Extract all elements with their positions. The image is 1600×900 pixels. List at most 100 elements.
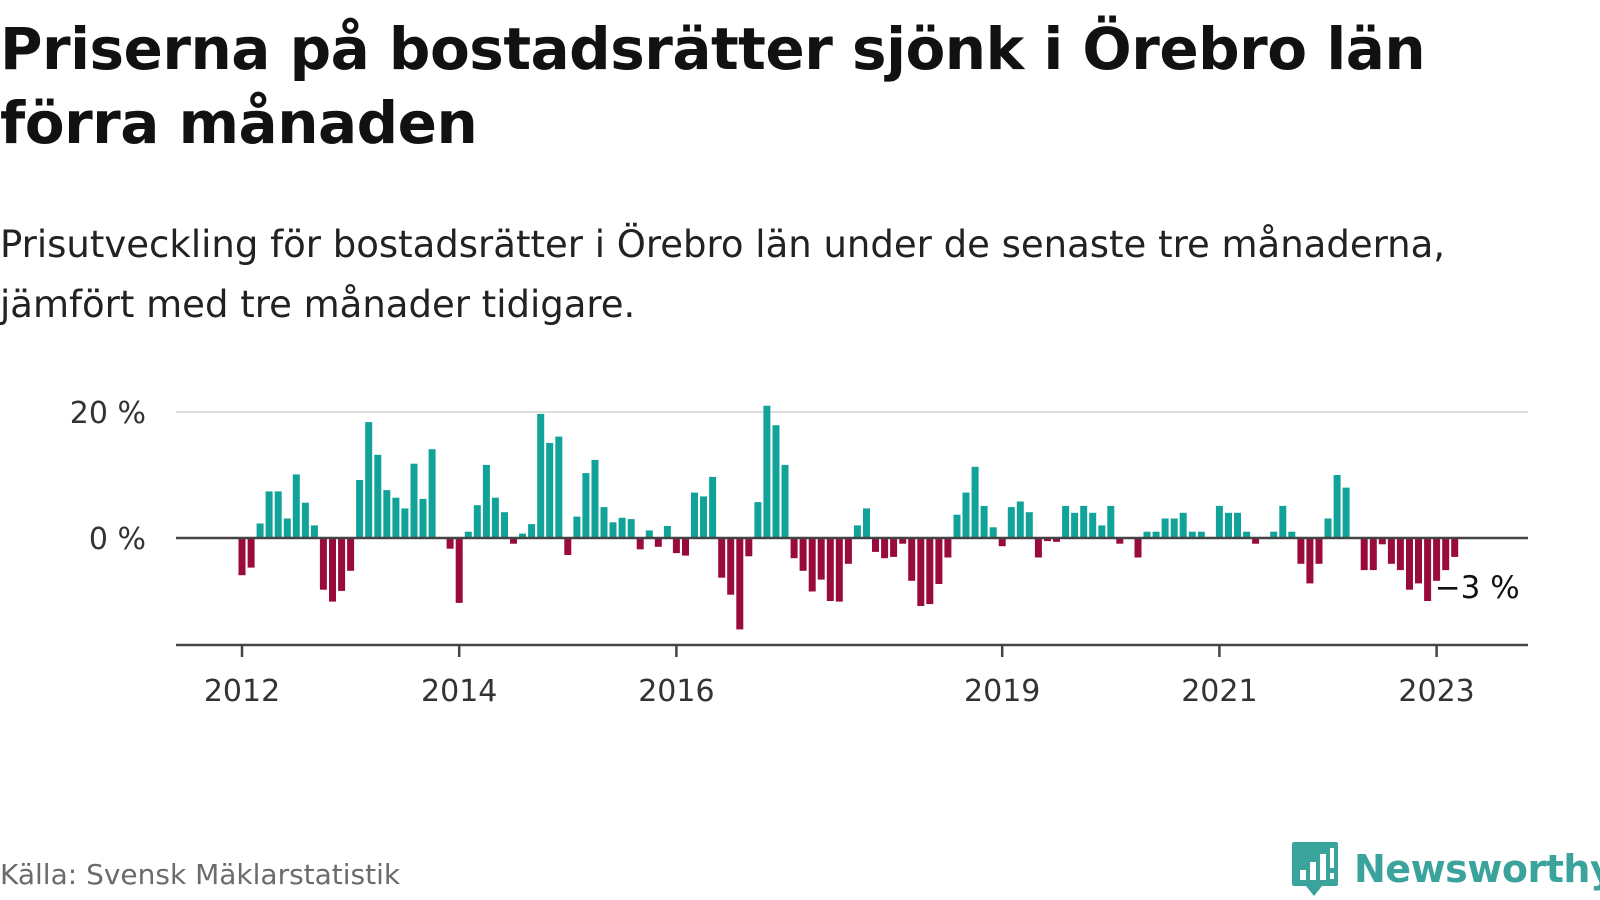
bar xyxy=(247,538,255,568)
bar xyxy=(347,538,355,571)
bar xyxy=(319,538,327,590)
bar xyxy=(1016,501,1024,538)
bar xyxy=(844,538,852,564)
bar xyxy=(1406,538,1413,590)
bar xyxy=(899,538,907,544)
bar xyxy=(582,473,590,538)
bar xyxy=(1170,518,1178,538)
bar xyxy=(564,538,572,555)
bar xyxy=(1188,531,1196,538)
bar xyxy=(1315,538,1323,564)
bar xyxy=(944,538,952,558)
bar xyxy=(1134,538,1142,558)
bar xyxy=(1288,531,1296,538)
bar xyxy=(1270,531,1278,538)
bar-chart: 0 % 20 % 2012 2014 2016 2019 2021 2023 −3 % xyxy=(70,396,1528,709)
bar xyxy=(953,514,961,538)
bar xyxy=(817,538,825,580)
bar xyxy=(1215,505,1223,538)
bar xyxy=(519,533,526,538)
bar xyxy=(799,538,807,571)
bar xyxy=(600,507,608,538)
bar xyxy=(682,538,689,556)
bar xyxy=(1053,538,1060,542)
bar xyxy=(1080,505,1088,538)
bar xyxy=(672,538,680,554)
bar xyxy=(772,425,780,538)
bar xyxy=(510,538,517,544)
bar xyxy=(365,422,373,538)
bar xyxy=(1451,538,1459,557)
x-tick-label: 2012 xyxy=(204,674,280,709)
bar xyxy=(283,518,291,538)
bar xyxy=(356,480,364,538)
y-tick-label: 0 % xyxy=(89,522,146,557)
brand-logo: Newsworthy xyxy=(1290,840,1600,898)
source-note: Källa: Svensk Mäklarstatistik xyxy=(0,858,401,891)
bar xyxy=(736,538,744,630)
latest-value-annotation: −3 % xyxy=(1435,570,1520,606)
chart-title: Priserna på bostadsrätter sjönk i Örebro… xyxy=(0,15,1426,157)
bar xyxy=(618,517,626,538)
bar xyxy=(546,442,554,538)
bar xyxy=(627,519,635,538)
bars xyxy=(238,405,1459,630)
bar xyxy=(528,524,536,538)
bar xyxy=(745,538,753,557)
bar xyxy=(537,413,545,538)
bar xyxy=(645,530,653,538)
bar xyxy=(1297,538,1305,564)
bar xyxy=(1360,538,1368,571)
bar xyxy=(591,459,599,538)
bar xyxy=(636,538,644,550)
bar xyxy=(473,505,481,538)
bar xyxy=(292,474,300,538)
bar xyxy=(1424,538,1432,601)
bar xyxy=(256,523,264,538)
bar xyxy=(1252,538,1260,544)
bar xyxy=(1442,538,1450,571)
bar xyxy=(1234,512,1241,538)
bar xyxy=(926,538,934,605)
bar xyxy=(962,492,970,538)
bar xyxy=(401,508,409,538)
bar xyxy=(1107,505,1115,538)
bar xyxy=(1433,538,1441,581)
bar xyxy=(482,464,490,538)
bar xyxy=(908,538,916,581)
bar xyxy=(446,538,454,549)
bar xyxy=(872,538,879,552)
bar xyxy=(501,512,508,538)
bar xyxy=(1396,538,1404,571)
x-tick-label: 2016 xyxy=(638,674,714,709)
bar xyxy=(1197,531,1205,538)
bar xyxy=(1243,531,1251,538)
bar xyxy=(274,491,282,538)
bar xyxy=(971,466,979,538)
bar xyxy=(392,497,400,538)
bar xyxy=(428,449,436,538)
bar xyxy=(329,538,336,602)
bar xyxy=(455,538,463,603)
bar xyxy=(663,526,671,538)
labels: 0 % 20 % 2012 2014 2016 2019 2021 2023 −3 % xyxy=(70,396,1522,709)
bar xyxy=(935,538,943,584)
bar xyxy=(310,525,318,538)
bar xyxy=(691,492,698,538)
bar xyxy=(826,538,834,601)
bar xyxy=(1279,505,1287,538)
bar xyxy=(1143,531,1151,538)
bar xyxy=(1044,538,1051,542)
bar xyxy=(1007,507,1015,538)
bar xyxy=(700,496,707,538)
y-tick-label: 20 % xyxy=(70,396,146,431)
bar xyxy=(1306,538,1314,584)
bar xyxy=(1179,512,1187,538)
bar xyxy=(410,463,418,538)
bar xyxy=(1333,475,1341,538)
bar xyxy=(1225,512,1232,538)
bar xyxy=(1089,512,1097,538)
bar xyxy=(781,464,789,538)
bar xyxy=(1071,512,1079,538)
bar xyxy=(763,405,771,538)
